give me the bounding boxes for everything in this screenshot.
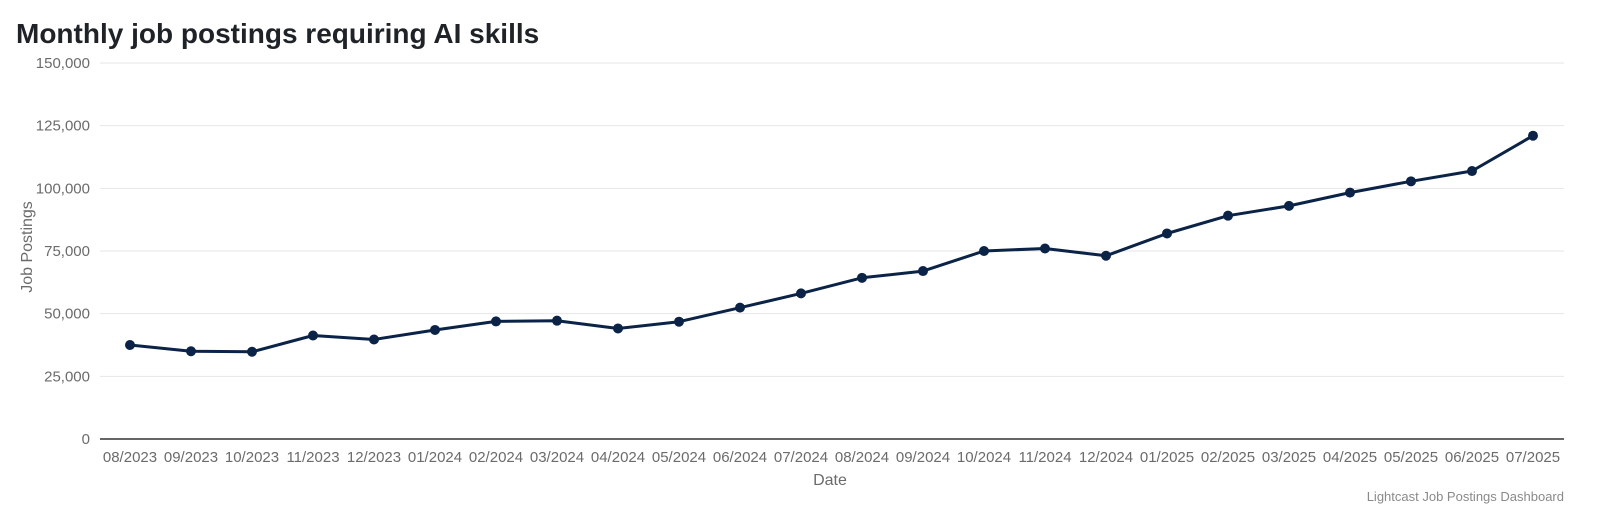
data-point[interactable] <box>1345 187 1355 198</box>
data-point[interactable] <box>979 246 989 256</box>
data-point[interactable] <box>125 340 135 350</box>
chart-title: Monthly job postings requiring AI skills <box>16 18 540 49</box>
data-point[interactable] <box>430 324 440 335</box>
y-tick-label: 75,000 <box>44 243 90 260</box>
data-point[interactable] <box>1162 228 1172 239</box>
data-point[interactable] <box>491 316 501 327</box>
x-tick-label: 01/2025 <box>1140 449 1194 466</box>
x-tick-label: 03/2025 <box>1262 449 1316 466</box>
x-tick-label: 04/2024 <box>591 449 645 466</box>
x-tick-label: 11/2023 <box>286 449 339 466</box>
x-tick-label: 12/2023 <box>347 449 401 466</box>
x-tick-label: 08/2024 <box>835 449 889 466</box>
x-tick-label: 07/2024 <box>774 449 828 466</box>
x-axis-label: Date <box>813 472 847 489</box>
y-tick-label: 0 <box>82 431 90 448</box>
data-point[interactable] <box>918 266 928 277</box>
x-tick-label: 06/2025 <box>1445 449 1499 466</box>
x-tick-label: 09/2023 <box>164 449 218 466</box>
data-point[interactable] <box>674 316 684 327</box>
x-tick-label: 05/2025 <box>1384 449 1438 466</box>
x-tick-label: 01/2024 <box>408 449 462 466</box>
x-tick-label: 06/2024 <box>713 449 767 466</box>
x-tick-label: 12/2024 <box>1079 449 1133 466</box>
data-point[interactable] <box>308 330 318 341</box>
data-point[interactable] <box>552 315 562 326</box>
x-tick-label: 05/2024 <box>652 449 706 466</box>
data-point[interactable] <box>613 323 623 334</box>
data-point[interactable] <box>857 272 867 283</box>
x-tick-label: 02/2024 <box>469 449 523 466</box>
data-point[interactable] <box>1284 200 1294 211</box>
x-tick-label: 11/2024 <box>1018 449 1071 466</box>
data-points <box>125 130 1538 357</box>
source-note: Lightcast Job Postings Dashboard <box>1367 489 1564 504</box>
x-tick-label: 03/2024 <box>530 449 584 466</box>
x-tick-label: 09/2024 <box>896 449 950 466</box>
series-line <box>128 134 1535 354</box>
y-tick-label: 150,000 <box>36 55 90 72</box>
data-point[interactable] <box>735 302 745 313</box>
y-tick-label: 50,000 <box>44 306 90 323</box>
y-axis-label: Job Postings <box>19 201 36 293</box>
data-point[interactable] <box>1040 243 1050 254</box>
data-point[interactable] <box>247 346 257 357</box>
x-tick-labels: 08/2023 09/2023 10/2023 11/2023 12/2023 01/20… <box>103 449 1560 466</box>
x-tick-label: 10/2023 <box>225 449 279 466</box>
y-tick-labels: 0 25,000 50,000 75,000 100,000 125,000 150,000 <box>36 55 90 448</box>
x-tick-label: 07/2025 <box>1506 449 1560 466</box>
y-tick-label: 25,000 <box>44 368 90 385</box>
data-point[interactable] <box>1223 210 1233 221</box>
data-point[interactable] <box>1528 130 1538 141</box>
y-gridlines <box>100 62 1564 377</box>
data-point[interactable] <box>1101 250 1111 261</box>
y-tick-label: 125,000 <box>36 118 90 135</box>
y-tick-label: 100,000 <box>36 180 90 197</box>
data-point[interactable] <box>186 346 196 357</box>
data-point[interactable] <box>369 334 379 345</box>
data-point[interactable] <box>796 288 806 299</box>
x-tick-label: 08/2023 <box>103 449 157 466</box>
data-point[interactable] <box>1467 166 1477 177</box>
x-tick-label: 10/2024 <box>957 449 1011 466</box>
x-tick-label: 02/2025 <box>1201 449 1255 466</box>
x-tick-label: 04/2025 <box>1323 449 1377 466</box>
data-point[interactable] <box>1406 176 1416 187</box>
